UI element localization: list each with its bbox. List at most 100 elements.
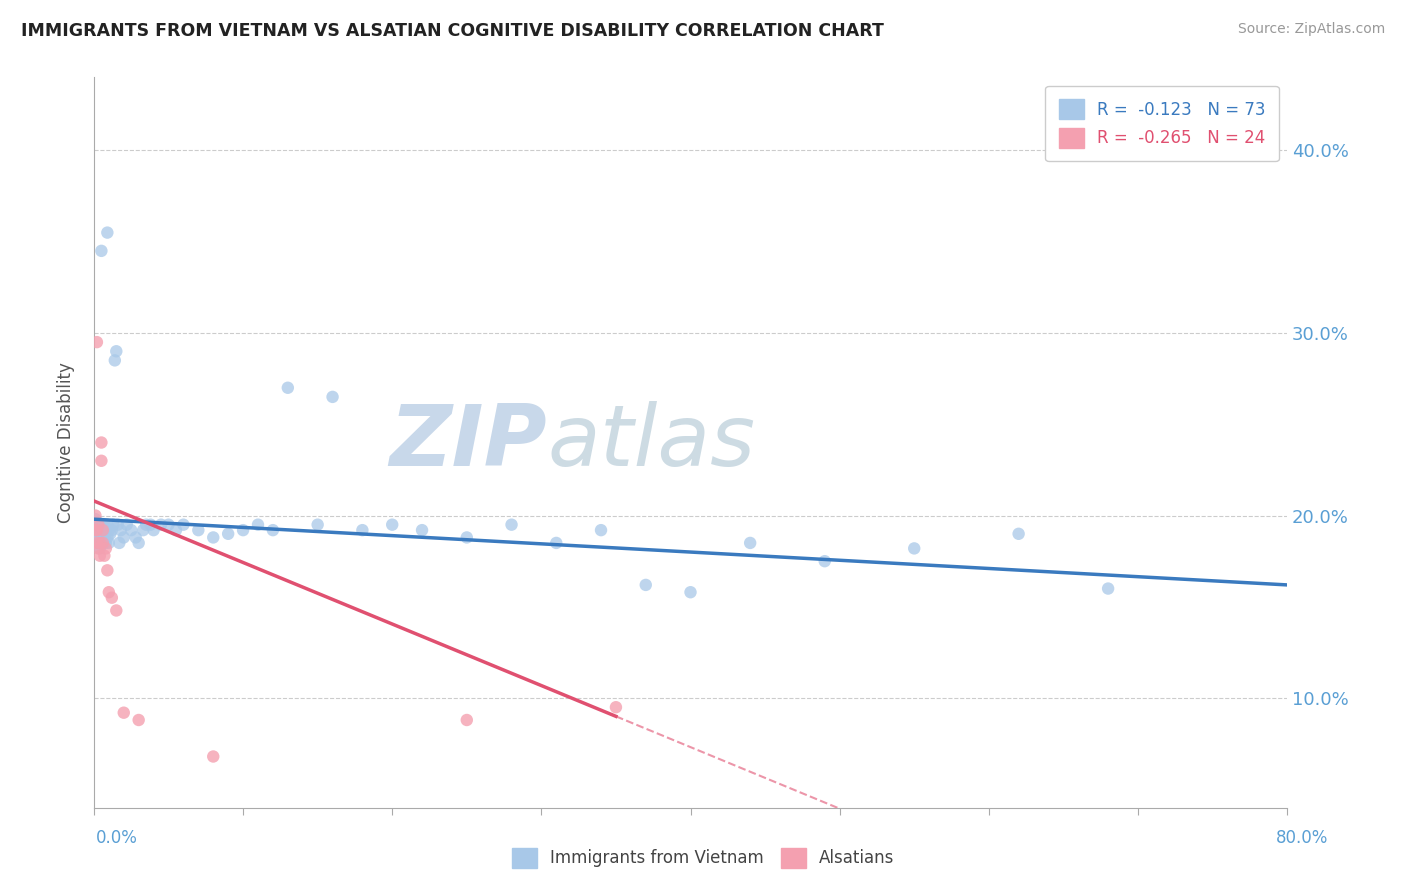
Point [86, 523, 108, 537]
Point [104, 353, 127, 368]
Point [501, 517, 523, 532]
Point [115, 517, 138, 532]
Point [98, 526, 121, 541]
Point [679, 585, 702, 599]
Point [307, 517, 329, 532]
Point [97, 585, 120, 599]
Point [411, 523, 433, 537]
Point [903, 541, 925, 556]
Point [132, 523, 155, 537]
Text: atlas: atlas [547, 401, 755, 484]
Point [110, 523, 132, 537]
Text: IMMIGRANTS FROM VIETNAM VS ALSATIAN COGNITIVE DISABILITY CORRELATION CHART: IMMIGRANTS FROM VIETNAM VS ALSATIAN COGN… [21, 22, 884, 40]
Point [94, 523, 117, 537]
Point [97, 523, 120, 537]
Point [262, 523, 284, 537]
Point [150, 517, 173, 532]
Point [165, 523, 187, 537]
Point [589, 523, 612, 537]
Point [112, 531, 135, 545]
Point [634, 578, 657, 592]
Point [217, 526, 239, 541]
Point [87, 516, 110, 530]
Point [322, 390, 344, 404]
Point [90, 454, 112, 468]
Point [84, 526, 107, 541]
Point [94, 541, 117, 556]
Point [172, 517, 194, 532]
Point [89, 549, 111, 563]
Point [94, 536, 117, 550]
Point [90, 244, 112, 258]
Legend: Immigrants from Vietnam, Alsatians: Immigrants from Vietnam, Alsatians [505, 841, 901, 875]
Point [108, 536, 131, 550]
Point [546, 536, 568, 550]
Point [202, 531, 225, 545]
Point [90, 435, 112, 450]
Point [96, 517, 118, 532]
Text: 80.0%: 80.0% [1277, 829, 1329, 847]
Point [120, 523, 142, 537]
Point [93, 536, 115, 550]
Point [90, 536, 112, 550]
Point [89, 526, 111, 541]
Point [740, 536, 762, 550]
Point [142, 523, 165, 537]
Point [605, 700, 627, 714]
Point [101, 523, 124, 537]
Point [89, 517, 111, 532]
Point [135, 517, 157, 532]
Point [87, 517, 110, 532]
Point [90, 523, 112, 537]
Point [352, 523, 374, 537]
Point [97, 536, 120, 550]
Point [89, 536, 111, 550]
Point [107, 517, 129, 532]
Point [105, 603, 128, 617]
Point [1097, 582, 1119, 596]
Point [87, 523, 110, 537]
Point [103, 517, 125, 532]
Point [96, 563, 118, 577]
Text: ZIP: ZIP [389, 401, 547, 484]
Point [96, 531, 118, 545]
Point [84, 536, 107, 550]
Point [91, 517, 114, 532]
Point [456, 531, 478, 545]
Point [128, 713, 150, 727]
Point [128, 536, 150, 550]
Point [202, 749, 225, 764]
Point [87, 536, 110, 550]
Y-axis label: Cognitive Disability: Cognitive Disability [58, 362, 75, 523]
Point [87, 541, 110, 556]
Point [93, 531, 115, 545]
Point [157, 517, 180, 532]
Legend: R =  -0.123   N = 73, R =  -0.265   N = 24: R = -0.123 N = 73, R = -0.265 N = 24 [1045, 86, 1278, 161]
Point [89, 541, 111, 556]
Point [93, 517, 115, 532]
Point [91, 536, 114, 550]
Point [814, 554, 837, 568]
Point [90, 517, 112, 532]
Point [456, 713, 478, 727]
Point [91, 531, 114, 545]
Point [86, 523, 108, 537]
Text: 0.0%: 0.0% [96, 829, 138, 847]
Point [187, 523, 209, 537]
Point [381, 517, 404, 532]
Point [84, 508, 107, 523]
Point [93, 549, 115, 563]
Point [86, 531, 108, 545]
Point [232, 523, 254, 537]
Point [139, 517, 162, 532]
Point [1007, 526, 1029, 541]
Point [125, 531, 148, 545]
Point [91, 523, 114, 537]
Point [96, 226, 118, 240]
Point [112, 706, 135, 720]
Point [86, 517, 108, 532]
Point [105, 344, 128, 359]
Text: Source: ZipAtlas.com: Source: ZipAtlas.com [1237, 22, 1385, 37]
Point [101, 591, 124, 605]
Point [84, 512, 107, 526]
